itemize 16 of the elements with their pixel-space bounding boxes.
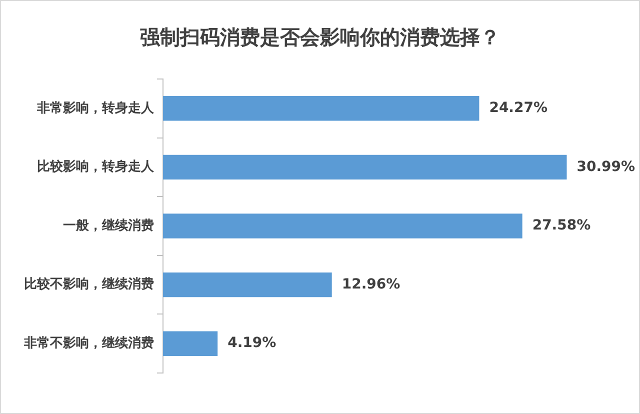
bar xyxy=(163,272,332,298)
bar xyxy=(163,96,480,121)
bar xyxy=(163,154,567,180)
data-label: 24.27% xyxy=(489,100,548,116)
y-tick-label: 非常影响，转身走人 xyxy=(36,100,155,116)
data-label: 30.99% xyxy=(576,158,636,175)
data-label: 27.58% xyxy=(532,218,591,234)
y-tick-label: 非常不影响，继续消费 xyxy=(23,336,154,351)
bar xyxy=(163,214,522,238)
data-label: 4.19% xyxy=(228,335,276,352)
y-tick-label: 一般，继续消费 xyxy=(63,218,154,234)
y-tick-label: 比较不影响，继续消费 xyxy=(24,276,154,292)
y-tick-label: 比较影响，转身走人 xyxy=(37,158,155,175)
bar xyxy=(163,331,218,356)
chart-title: 强制扫码消费是否会影响你的消费选择？ xyxy=(140,25,500,50)
data-label: 12.96% xyxy=(342,276,400,292)
